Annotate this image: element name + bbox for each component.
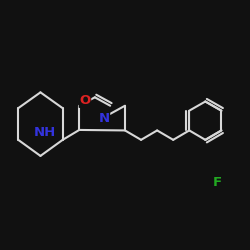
Text: N: N: [98, 112, 110, 124]
Text: O: O: [79, 94, 90, 107]
Text: F: F: [212, 176, 222, 189]
Text: NH: NH: [34, 126, 56, 140]
